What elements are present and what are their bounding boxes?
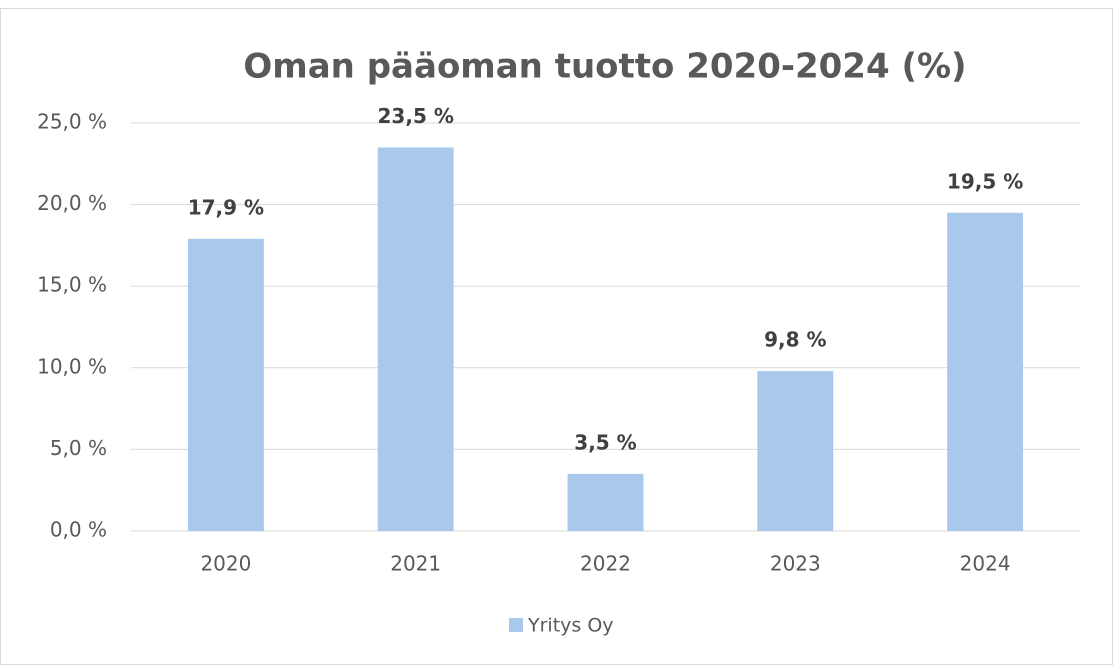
bar — [377, 147, 454, 532]
data-label: 3,5 % — [574, 430, 636, 454]
x-tick-label: 2020 — [200, 552, 251, 576]
y-tick-label: 5,0 % — [50, 436, 107, 460]
bar — [947, 212, 1024, 531]
chart-area — [0, 8, 1113, 665]
bar — [567, 473, 644, 531]
y-tick-label: 0,0 % — [50, 518, 107, 542]
y-tick-label: 15,0 % — [37, 273, 107, 297]
data-label: 17,9 % — [188, 195, 264, 219]
y-tick-label: 20,0 % — [37, 191, 107, 215]
legend-swatch — [509, 618, 523, 632]
data-label: 9,8 % — [764, 328, 826, 352]
y-tick-label: 10,0 % — [37, 354, 107, 378]
chart-title: Oman pääoman tuotto 2020-2024 (%) — [243, 47, 966, 87]
data-label: 23,5 % — [378, 104, 454, 128]
x-tick-label: 2022 — [580, 552, 631, 576]
data-label: 19,5 % — [947, 169, 1023, 193]
x-tick-label: 2023 — [770, 552, 821, 576]
bar — [187, 238, 264, 531]
bar — [757, 371, 834, 531]
x-tick-label: 2024 — [960, 552, 1011, 576]
y-tick-label: 25,0 % — [37, 110, 107, 134]
legend-label: Yritys Oy — [527, 615, 614, 637]
x-tick-label: 2021 — [390, 552, 441, 576]
